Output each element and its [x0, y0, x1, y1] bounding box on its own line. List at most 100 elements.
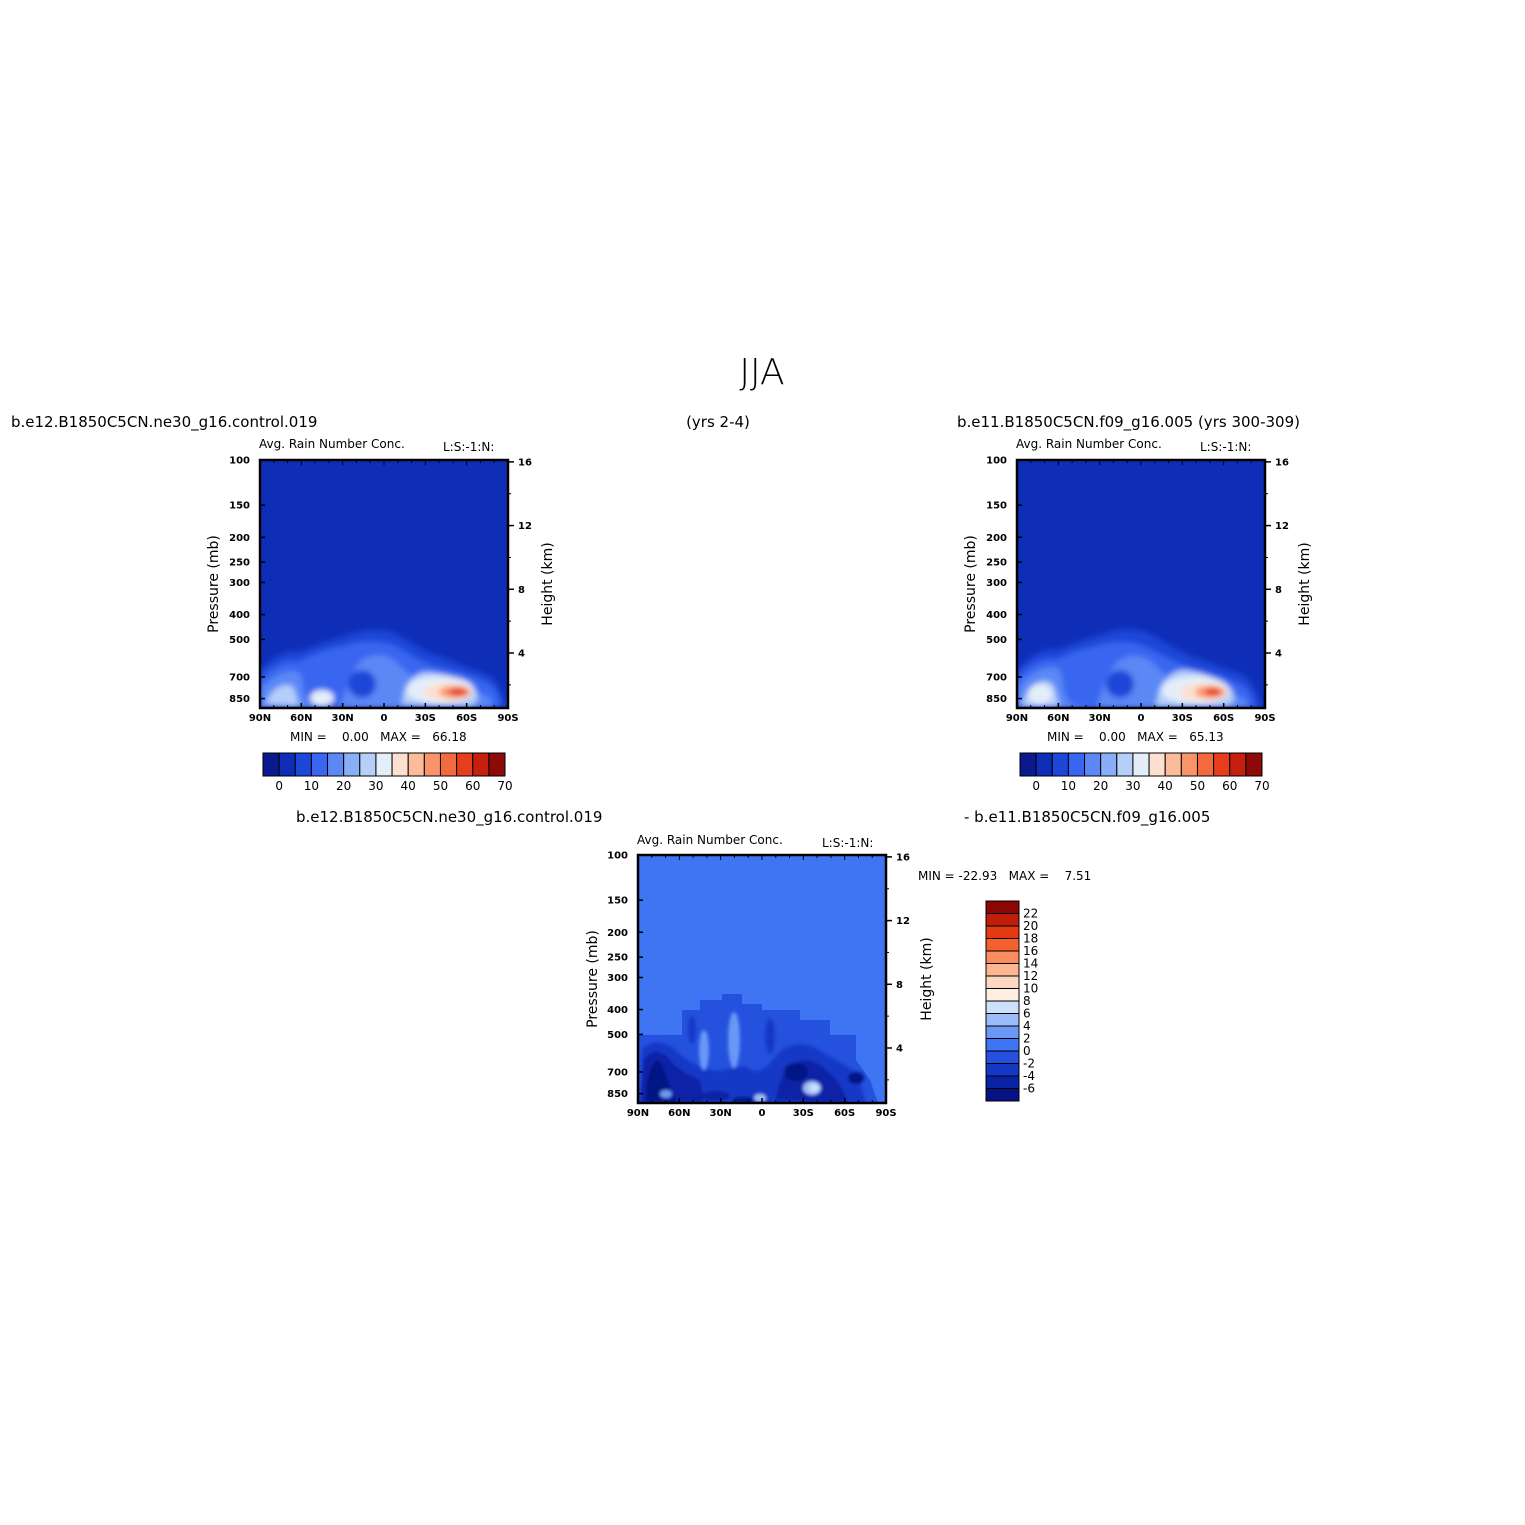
- colorbar-label: 60: [1222, 779, 1237, 793]
- y-tick-label: 700: [607, 1067, 628, 1078]
- colorbar-label: 40: [401, 779, 416, 793]
- colorbar-swatch: [472, 752, 490, 777]
- colorbar-swatch: [985, 1088, 1020, 1102]
- x-tick-label: 90S: [497, 713, 518, 724]
- y-axis-title-right: Height (km): [540, 542, 556, 625]
- colorbar-swatch: [278, 752, 296, 777]
- contour-region: [848, 1072, 864, 1084]
- y-tick-label: 850: [607, 1089, 628, 1100]
- contour-region: [784, 1063, 808, 1081]
- colorbar-swatch: [1164, 752, 1182, 777]
- colorbar-label: 20: [1093, 779, 1108, 793]
- y-tick-label: 150: [607, 896, 628, 907]
- y-tick-label: 300: [229, 578, 250, 589]
- y-right-tick-label: 8: [518, 585, 525, 596]
- colorbar-label: 10: [1061, 779, 1076, 793]
- colorbar-swatch: [488, 752, 506, 777]
- y-tick-label: 250: [229, 558, 250, 569]
- colorbar-swatch: [407, 752, 425, 777]
- plot-title: Avg. Rain Number Conc.: [259, 437, 405, 451]
- colorbar-swatch: [985, 975, 1020, 989]
- y-axis-right: 16 12 8 4: [508, 457, 532, 686]
- panel-difference: Avg. Rain Number Conc. L:S:-1:N: 1001502…: [585, 833, 1091, 1119]
- plot-subtitle: L:S:-1:N:: [822, 836, 873, 850]
- colorbar-swatch: [1245, 752, 1263, 777]
- y-tick-label: 700: [229, 672, 250, 683]
- colorbar-swatch: [985, 1000, 1020, 1014]
- y-right-tick-label: 8: [896, 980, 903, 991]
- colorbar-swatch: [985, 1025, 1020, 1039]
- contour-region: [660, 1090, 672, 1098]
- colorbar-swatch: [985, 1013, 1020, 1027]
- colorbar-label: 20: [1023, 919, 1038, 933]
- plot-subtitle: L:S:-1:N:: [1200, 440, 1251, 454]
- y-axis-right: 16 12 8 4: [886, 852, 910, 1081]
- colorbar-label: -4: [1023, 1069, 1035, 1083]
- y-tick-label: 100: [607, 851, 628, 862]
- colorbar-swatch: [327, 752, 345, 777]
- colorbar-label: 0: [275, 779, 283, 793]
- y-axis-title-left: Pressure (mb): [206, 535, 222, 633]
- y-axis-title-left: Pressure (mb): [963, 535, 979, 633]
- plot-stats: MIN = 0.00 MAX = 65.13: [1047, 730, 1224, 744]
- colorbar-label: 10: [1023, 982, 1038, 996]
- colorbar-swatch: [375, 752, 393, 777]
- y-axis-left: 100 150 200 250 300 400 500 700 850: [986, 456, 1022, 705]
- x-tick-label: 30N: [710, 1108, 732, 1119]
- x-tick-label: 30N: [1089, 713, 1111, 724]
- colorbar-swatch: [985, 1075, 1020, 1089]
- y-tick-label: 300: [986, 578, 1007, 589]
- colorbar-swatch: [1229, 752, 1247, 777]
- y-tick-label: 400: [607, 1005, 628, 1016]
- contour-region: [449, 688, 467, 696]
- x-axis: 90N 60N 30N 0 30S 60S 90S: [1006, 460, 1276, 724]
- colorbar-swatch: [310, 752, 329, 777]
- colorbar-swatch: [1132, 752, 1150, 777]
- colorbar-label: 10: [304, 779, 319, 793]
- plot-title: Avg. Rain Number Conc.: [1016, 437, 1162, 451]
- colorbar-label: 6: [1023, 1007, 1031, 1021]
- colorbar-swatch: [985, 950, 1020, 964]
- colorbar-label: 16: [1023, 944, 1038, 958]
- panel-control: Avg. Rain Number Conc. L:S:-1:N: 1001502…: [206, 437, 556, 793]
- colorbar-swatch: [262, 752, 280, 777]
- colorbar-swatch: [1019, 752, 1037, 777]
- contour-region: [728, 1012, 740, 1068]
- x-tick-label: 90N: [249, 713, 271, 724]
- colorbar-swatch: [294, 752, 312, 777]
- bottom-left-case-label: b.e12.B1850C5CN.ne30_g16.control.019: [296, 808, 602, 827]
- colorbar-swatch: [985, 988, 1020, 1002]
- colorbar-label: -2: [1023, 1057, 1035, 1071]
- colorbar-label: 14: [1023, 957, 1038, 971]
- x-tick-label: 90N: [627, 1108, 649, 1119]
- colorbar-swatch: [1100, 752, 1118, 777]
- x-tick-label: 60N: [668, 1108, 690, 1119]
- y-right-tick-label: 16: [1275, 457, 1289, 468]
- top-right-case-label: b.e11.B1850C5CN.f09_g16.005 (yrs 300-309…: [957, 413, 1300, 432]
- y-tick-label: 200: [229, 533, 250, 544]
- colorbar-swatch: [985, 900, 1020, 914]
- colorbar-swatch: [985, 938, 1020, 952]
- colorbar-swatch: [1067, 752, 1086, 777]
- y-axis-left: 100 150 200 250 300 400 500 700 850: [229, 456, 265, 705]
- x-tick-label: 30S: [415, 713, 436, 724]
- y-tick-label: 850: [986, 694, 1007, 705]
- colorbar-label: 2: [1023, 1032, 1031, 1046]
- colorbar-label: 60: [465, 779, 480, 793]
- y-axis-title-right: Height (km): [1297, 542, 1313, 625]
- contour-fill: [1017, 629, 1262, 708]
- y-right-tick-label: 12: [896, 916, 910, 927]
- x-tick-label: 60S: [834, 1108, 855, 1119]
- y-tick-label: 250: [986, 558, 1007, 569]
- x-tick-label: 90S: [1254, 713, 1275, 724]
- x-tick-label: 30S: [793, 1108, 814, 1119]
- y-tick-label: 850: [229, 694, 250, 705]
- colorbar-swatch: [1213, 752, 1231, 777]
- colorbar-swatch: [439, 752, 458, 777]
- contour-region: [310, 690, 334, 706]
- colorbar-label: 50: [1190, 779, 1205, 793]
- y-tick-label: 200: [607, 928, 628, 939]
- contour-region: [1205, 688, 1221, 696]
- y-tick-label: 700: [986, 672, 1007, 683]
